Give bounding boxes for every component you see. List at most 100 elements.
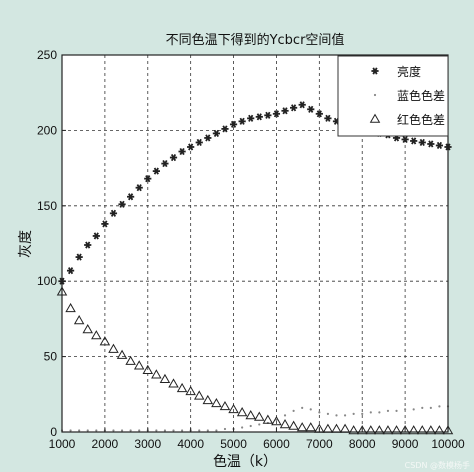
blue-chroma-point bbox=[378, 411, 381, 414]
blue-chroma-point bbox=[163, 429, 167, 432]
luminance-point-stroke bbox=[102, 220, 108, 228]
luminance-point bbox=[178, 147, 186, 156]
blue-chroma-point bbox=[343, 414, 347, 417]
luminance-point bbox=[212, 129, 220, 137]
red-chroma-point bbox=[262, 414, 274, 424]
blue-chroma-point bbox=[86, 429, 89, 432]
luminance-point-stroke bbox=[188, 143, 194, 151]
luminance-point-stroke bbox=[291, 104, 297, 112]
red-chroma-point bbox=[159, 373, 171, 384]
luminance-point-stroke bbox=[67, 267, 74, 275]
red-chroma-point bbox=[228, 403, 239, 414]
x-tick-label: 8000 bbox=[349, 437, 376, 451]
legend-blue-chroma-marker bbox=[373, 93, 377, 97]
red-chroma-point bbox=[151, 369, 162, 379]
legend-label-blue-chroma: 蓝色色差 bbox=[397, 89, 445, 103]
red-chroma-point bbox=[185, 385, 196, 396]
blue-chroma-point bbox=[249, 424, 252, 428]
red-chroma-point bbox=[133, 360, 145, 370]
luminance-point bbox=[204, 134, 212, 142]
luminance-point-stroke bbox=[419, 138, 425, 147]
blue-chroma-point bbox=[155, 429, 158, 432]
x-tick-label: 6000 bbox=[263, 437, 290, 451]
blue-chroma-point bbox=[386, 409, 390, 412]
luminance-point-stroke bbox=[196, 138, 202, 147]
y-tick-label: 0 bbox=[50, 425, 57, 439]
luminance-point-stroke bbox=[76, 253, 82, 261]
luminance-point bbox=[161, 160, 169, 168]
legend-luminance-marker-stroke bbox=[372, 67, 378, 75]
blue-chroma-point bbox=[138, 429, 141, 432]
x-tick-label: 3000 bbox=[134, 437, 161, 451]
luminance-point-stroke bbox=[316, 110, 322, 118]
blue-chroma-point bbox=[69, 429, 72, 432]
red-chroma-point bbox=[288, 420, 299, 430]
red-chroma-point bbox=[116, 349, 128, 359]
luminance-point-stroke bbox=[411, 137, 417, 145]
red-chroma-point bbox=[193, 390, 205, 400]
blue-chroma-point bbox=[301, 406, 304, 409]
luminance-point-stroke bbox=[222, 125, 228, 133]
luminance-point bbox=[290, 104, 298, 112]
luminance-point-stroke bbox=[128, 193, 134, 201]
red-chroma-point bbox=[417, 425, 428, 435]
luminance-point-stroke bbox=[179, 147, 185, 156]
luminance-point-stroke bbox=[110, 209, 117, 217]
blue-chroma-point bbox=[95, 429, 98, 432]
blue-chroma-point bbox=[369, 411, 372, 414]
luminance-point bbox=[247, 114, 255, 122]
legend-luminance-marker bbox=[371, 67, 379, 75]
legend: 亮度 蓝色色差 红色色差 bbox=[337, 55, 449, 137]
red-chroma-point bbox=[142, 364, 154, 374]
blue-chroma-point bbox=[404, 408, 407, 411]
legend-label-red-chroma: 红色色差 bbox=[397, 112, 445, 127]
y-tick-label: 200 bbox=[37, 123, 57, 137]
luminance-point-stroke bbox=[119, 200, 125, 208]
red-chroma-point bbox=[391, 425, 402, 435]
luminance-point bbox=[152, 167, 160, 175]
x-tick-label: 1000 bbox=[49, 437, 76, 451]
luminance-point bbox=[435, 141, 444, 150]
x-axis-label: 色温（k） bbox=[213, 453, 277, 470]
blue-chroma-point bbox=[326, 412, 330, 416]
luminance-point-stroke bbox=[170, 153, 177, 162]
blue-chroma-point bbox=[275, 418, 278, 422]
red-chroma-point bbox=[279, 419, 291, 429]
red-chroma-point bbox=[348, 425, 359, 435]
red-chroma-point bbox=[442, 425, 454, 435]
luminance-point bbox=[135, 184, 143, 192]
blue-chroma-point bbox=[120, 429, 124, 432]
legend-marker-luminance bbox=[371, 67, 379, 75]
red-chroma-point bbox=[305, 422, 317, 432]
red-chroma-point bbox=[202, 394, 214, 405]
luminance-point-stroke bbox=[402, 135, 408, 144]
luminance-point-stroke bbox=[248, 114, 254, 122]
luminance-point bbox=[324, 114, 332, 122]
luminance-point bbox=[264, 111, 272, 119]
blue-chroma-point bbox=[180, 429, 184, 432]
red-chroma-point bbox=[108, 343, 119, 353]
luminance-point-stroke bbox=[162, 160, 168, 168]
red-chroma-point bbox=[219, 400, 231, 411]
luminance-point-stroke bbox=[428, 140, 434, 148]
luminance-point bbox=[401, 135, 409, 144]
luminance-point bbox=[187, 143, 195, 151]
red-chroma-point bbox=[434, 425, 445, 435]
red-chroma-point bbox=[408, 425, 419, 435]
blue-chroma-point bbox=[223, 427, 227, 431]
luminance-point-stroke bbox=[213, 129, 219, 137]
series-blue-chroma bbox=[60, 405, 450, 432]
red-chroma-point bbox=[374, 425, 385, 435]
blue-chroma-point bbox=[206, 429, 209, 432]
blue-chroma-point bbox=[395, 409, 398, 412]
blue-chroma-point bbox=[352, 412, 355, 416]
luminance-point bbox=[118, 200, 126, 208]
red-chroma-point bbox=[125, 355, 136, 365]
y-tick-label: 100 bbox=[37, 274, 57, 288]
luminance-point-stroke bbox=[256, 113, 262, 121]
luminance-point bbox=[315, 110, 323, 118]
legend-red-chroma-marker bbox=[369, 113, 381, 123]
legend-box bbox=[337, 55, 449, 137]
luminance-point bbox=[84, 241, 92, 249]
